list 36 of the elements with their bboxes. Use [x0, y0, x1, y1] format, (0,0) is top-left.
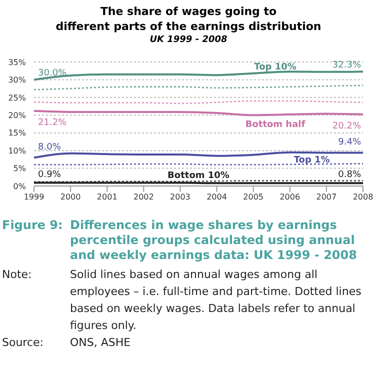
- line-series: [33, 70, 364, 81]
- series-label: Top 1%: [294, 155, 330, 166]
- y-tick-label: 20%: [8, 110, 26, 120]
- x-tick-label: 2007: [316, 192, 337, 202]
- x-tick-label: 2005: [243, 192, 264, 202]
- series-label: Bottom half: [245, 120, 306, 130]
- text: Source: ONS, ASHE: [2, 336, 131, 349]
- x-tick-label: 2002: [133, 192, 154, 202]
- data-label: 30.0%: [38, 68, 68, 79]
- data-label: 0.8%: [338, 170, 362, 180]
- x-tick-label: 2000: [60, 192, 81, 202]
- series-label: Bottom 10%: [168, 170, 230, 181]
- x-tick-label: 2004: [206, 192, 227, 202]
- data-label: 9.4%: [338, 138, 362, 148]
- data-label: 0.9%: [38, 170, 62, 180]
- data-label: 21.2%: [38, 118, 68, 128]
- x-tick-label: 2001: [96, 192, 118, 202]
- y-tick-label: 30%: [8, 76, 26, 85]
- x-tick-label: 2003: [170, 192, 190, 202]
- y-tick-label: 0%: [13, 182, 26, 191]
- data-label: 8.0%: [38, 142, 62, 153]
- x-tick-label: 2008: [352, 192, 374, 202]
- chart-subtitle: UK 1999 - 2008: [148, 34, 228, 46]
- chart-title: The share of wages going to different parts of the earnings distribution: [54, 4, 322, 34]
- y-tick-label: 5%: [13, 164, 26, 174]
- text: Note: Solid lines based on annual wages among all employees – i.e. full-time and part-time. Dotted lines based on weekly wages. Data labels refer to annual figures only.: [2, 268, 362, 332]
- x-tick-label: 2006: [280, 192, 300, 202]
- data-label: 20.2%: [332, 121, 362, 132]
- y-tick-label: 10%: [8, 146, 26, 156]
- series-label: Top 10%: [254, 62, 296, 72]
- caption: Figure 9: Differences in wage shares by earnings percentile groups calculated using annual and weekly earnings data: UK 1999 - 2008: [2, 218, 358, 263]
- y-tick-label: 35%: [8, 58, 26, 67]
- x-tick-label: 1999: [24, 192, 44, 202]
- y-tick-label: 15%: [8, 128, 26, 138]
- y-tick-label: 25%: [8, 93, 26, 102]
- data-label: 32.3%: [332, 60, 362, 71]
